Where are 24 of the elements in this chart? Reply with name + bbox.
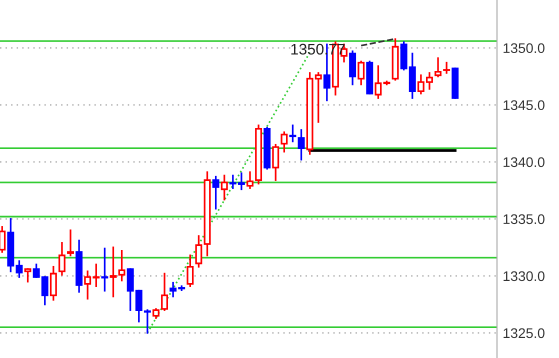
- candlestick: [443, 62, 450, 74]
- candlestick: [186, 254, 194, 288]
- candlestick: [110, 246, 117, 298]
- y-tick-label: 1335.0: [504, 214, 544, 224]
- y-tick-label: 1330.0: [504, 271, 544, 282]
- candlestick: [58, 242, 66, 276]
- candlestick: [298, 129, 305, 160]
- candlestick: [0, 226, 6, 253]
- candlestick: [204, 171, 211, 256]
- candlestick: [434, 57, 442, 78]
- y-tick-label: 1340.0: [504, 157, 544, 168]
- candlestick: [220, 174, 228, 200]
- candlestick: [374, 65, 382, 99]
- candlestick: [76, 240, 83, 293]
- y-tick-label: 1325.0: [504, 328, 544, 338]
- candlestick: [67, 229, 74, 256]
- candlestick: [349, 50, 356, 86]
- candlestick: [118, 250, 126, 282]
- y-tick-label: 1350.0: [504, 43, 544, 54]
- candlestick: [195, 235, 202, 268]
- candlestick: [212, 176, 220, 210]
- candlestick: [101, 248, 108, 292]
- y-tick-label: 1345.0: [504, 100, 544, 110]
- candlestick: [50, 266, 57, 301]
